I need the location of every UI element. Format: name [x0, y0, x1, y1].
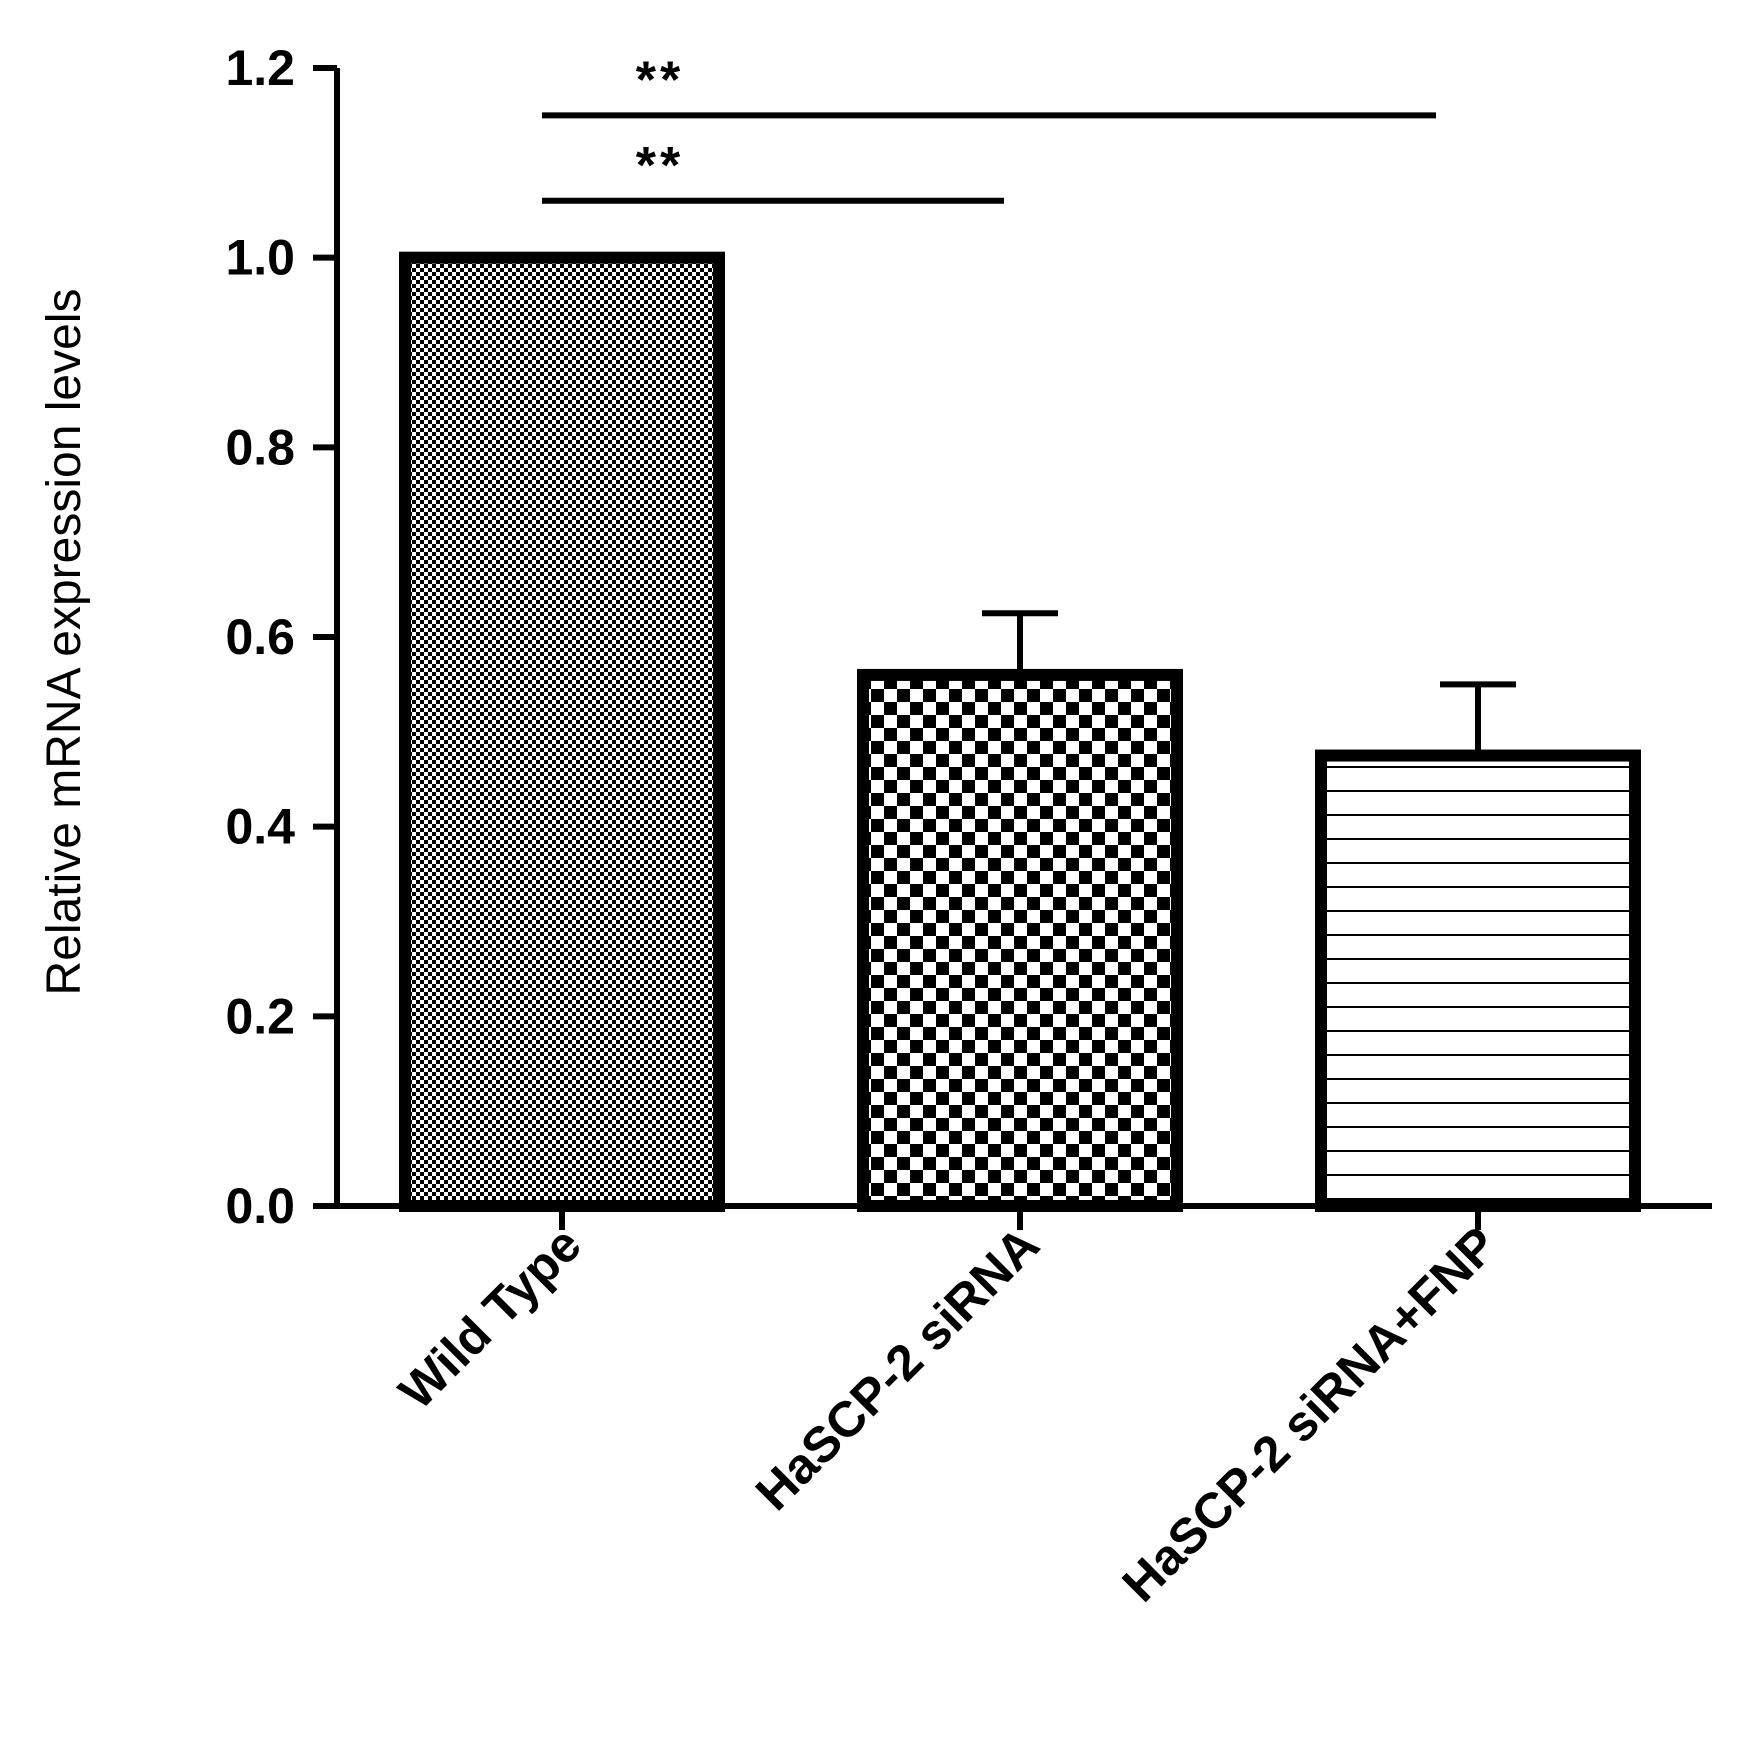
y-axis-title: Relative mRNA expression levels	[38, 289, 91, 996]
x-tick-label: HaSCP-2 siRNA	[745, 1216, 1050, 1521]
significance-annotations: ** **	[542, 51, 1436, 204]
y-tick-label: 1.2	[225, 40, 295, 96]
x-axis: Wild Type HaSCP-2 siRNA HaSCP-2 siRNA+FNP	[334, 1203, 1712, 1612]
bar	[1315, 749, 1641, 1213]
bar	[399, 251, 725, 1212]
y-tick-label: 0.2	[225, 988, 295, 1044]
y-tick-label: 0.0	[225, 1178, 295, 1234]
y-tick-label: 0.4	[225, 799, 295, 855]
y-axis: 0.0 0.2 0.4 0.6 0.8 1.0 1.2	[225, 40, 340, 1234]
bars	[399, 251, 1641, 1213]
x-tick-label: HaSCP-2 siRNA+FNP	[1112, 1216, 1508, 1612]
x-tick-label: Wild Type	[388, 1216, 592, 1420]
y-tick-label: 1.0	[225, 230, 295, 286]
significance-label: **	[636, 137, 684, 195]
significance-label: **	[636, 51, 684, 109]
y-tick-label: 0.6	[225, 609, 295, 665]
bar	[857, 668, 1183, 1212]
y-tick-label: 0.8	[225, 419, 295, 475]
